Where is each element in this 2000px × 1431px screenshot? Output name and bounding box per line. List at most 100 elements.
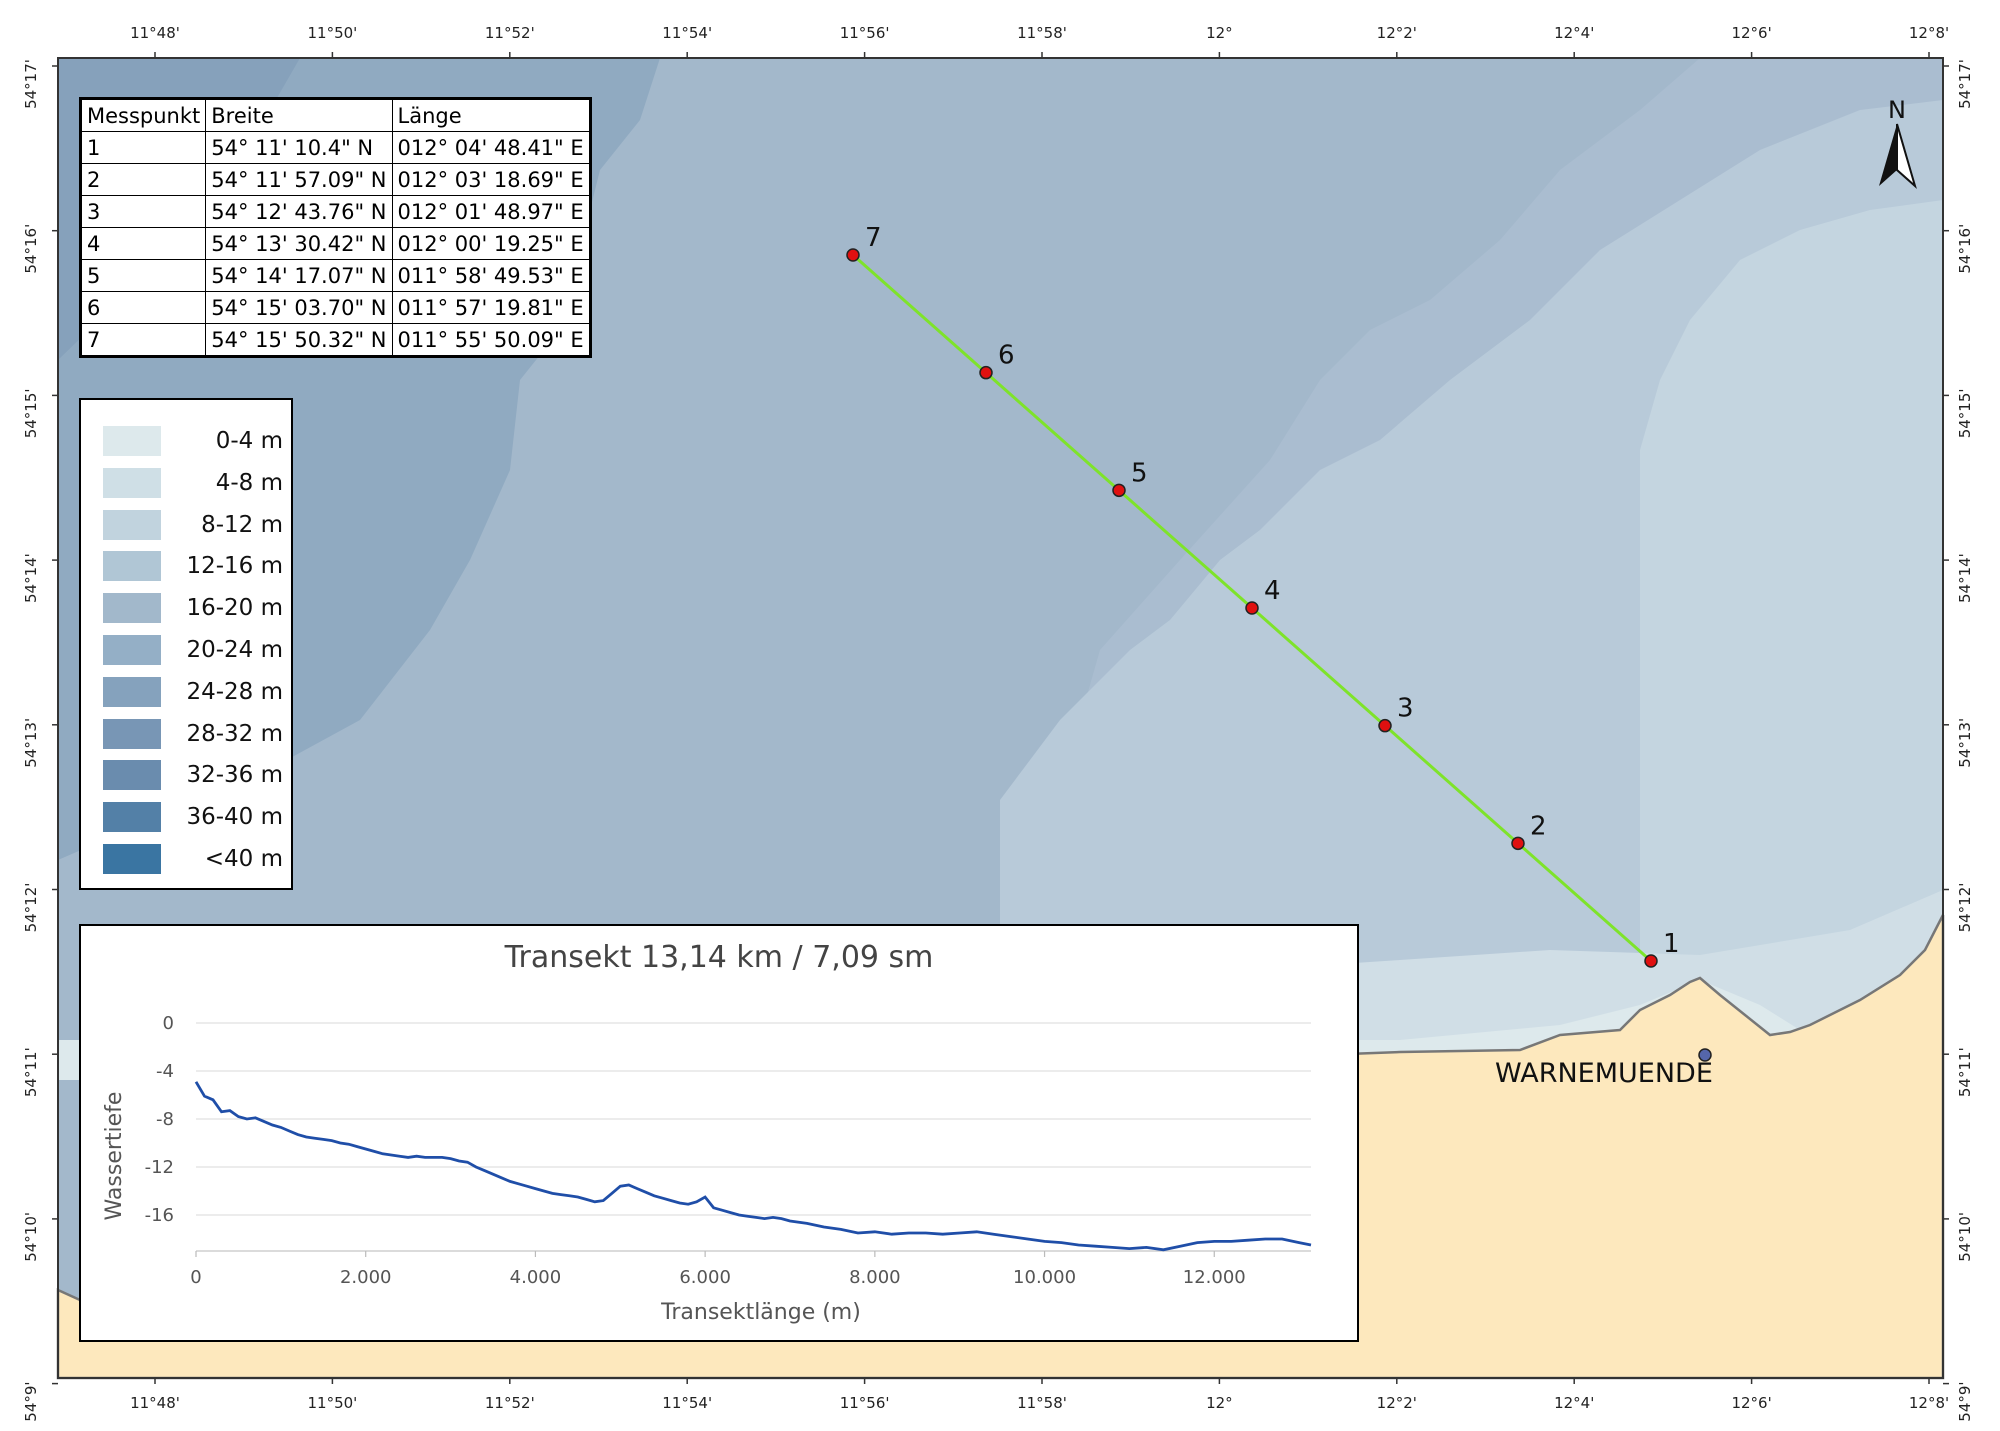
measure-point-marker: [846, 248, 860, 262]
cell-messpunkt: 5: [80, 259, 207, 292]
lon-tick-label: 11°52': [485, 1394, 535, 1412]
lon-tick-label: 11°56': [840, 24, 890, 42]
legend-label: 12-16 m: [186, 553, 283, 580]
place-warnemuende: WARNEMUENDE: [1495, 1048, 1713, 1089]
lon-tick-label: 12°: [1206, 24, 1233, 42]
header-laenge: Länge: [391, 99, 590, 132]
chart-y-tick-label: -12: [145, 1157, 174, 1178]
lon-tick-label: 12°6': [1731, 1394, 1771, 1412]
cell-messpunkt: 6: [80, 291, 207, 324]
place-marker-icon: [1698, 1048, 1712, 1062]
lat-tick-label: 54°15': [1956, 388, 1974, 438]
legend-item: <40 m: [103, 844, 283, 874]
header-breite: Breite: [205, 99, 393, 132]
lat-tick-label: 54°12': [22, 883, 40, 933]
lat-tick-label: 54°17': [22, 59, 40, 109]
lon-tick-label: 11°50': [307, 1394, 357, 1412]
map-border: [57, 57, 1944, 1379]
legend-swatch: [103, 426, 161, 456]
depth-zone-8-12: [1640, 200, 1943, 1010]
legend-item: 28-32 m: [103, 718, 283, 749]
chart-y-axis-title: Wassertiefe: [102, 1092, 127, 1221]
legend-label: 24-28 m: [186, 678, 283, 705]
top-longitude-ticks: 11°48' 11°50' 11°52' 11°54' 11°56' 11°58' 12° 1…: [130, 24, 1949, 58]
cell-laenge: 011° 57' 19.81" E: [391, 291, 590, 324]
lat-tick-label: 54°13': [1956, 718, 1974, 768]
measure-point-label: 6: [998, 341, 1015, 371]
legend-swatch: [103, 676, 161, 707]
lon-tick-label: 12°8': [1909, 24, 1949, 42]
cell-laenge: 011° 58' 49.53" E: [391, 259, 590, 292]
measure-point-label: 1: [1663, 929, 1680, 959]
chart-y-tick-label: -4: [156, 1061, 174, 1082]
table-row: 3 54° 12' 43.76" N 012° 01' 48.97" E: [80, 195, 590, 228]
legend-label: 28-32 m: [186, 720, 283, 747]
legend-swatch: [103, 509, 161, 540]
chart-x-tick-label: 2.000: [340, 1267, 392, 1288]
transect: 1 2 3 4 5 6 7: [846, 223, 1680, 968]
measure-point-marker: [1112, 483, 1126, 498]
lat-tick-label: 54°10': [1956, 1212, 1974, 1262]
header-messpunkt: Messpunkt: [80, 99, 207, 132]
legend-label: 0-4 m: [215, 428, 283, 454]
chart-x-tick-label: 12.000: [1183, 1267, 1246, 1288]
legend-item: 4-8 m: [103, 467, 283, 498]
legend-label: 8-12 m: [201, 511, 283, 538]
cell-breite: 54° 15' 03.70" N: [205, 291, 393, 324]
cell-messpunkt: 7: [80, 323, 207, 356]
table-row: 6 54° 15' 03.70" N 011° 57' 19.81" E: [80, 291, 590, 324]
cell-breite: 54° 11' 10.4" N: [205, 131, 393, 164]
lat-tick-label: 54°10': [22, 1212, 40, 1262]
north-arrow-icon: [1879, 124, 1897, 186]
left-latitude-ticks: 54°17' 54°16' 54°15' 54°14' 54°13' 54°12' 54°1…: [22, 59, 58, 1422]
measure-point-label: 7: [865, 223, 882, 253]
lat-tick-label: 54°12': [1956, 883, 1974, 933]
chart-y-ticks: 0 -4 -8 -12 -16: [145, 1013, 174, 1226]
cell-laenge: 011° 55' 50.09" E: [391, 323, 590, 356]
lon-tick-label: 12°6': [1731, 24, 1771, 42]
legend-swatch: [103, 760, 161, 791]
lat-tick-label: 54°17': [1956, 59, 1974, 109]
cell-breite: 54° 15' 50.32" N: [205, 323, 393, 356]
legend-label: 36-40 m: [186, 804, 283, 831]
table-row: 1 54° 11' 10.4" N 012° 04' 48.41" E: [80, 131, 590, 164]
chart-y-tick-label: 0: [163, 1013, 174, 1034]
legend-label: <40 m: [204, 846, 283, 872]
right-latitude-ticks: 54°17' 54°16' 54°15' 54°14' 54°13' 54°12' 54°1…: [1943, 59, 1974, 1422]
north-arrow-label: N: [1888, 96, 1906, 124]
measure-point-label: 2: [1530, 811, 1547, 841]
cell-messpunkt: 4: [80, 227, 207, 260]
cell-laenge: 012° 01' 48.97" E: [391, 195, 590, 228]
cell-laenge: 012° 04' 48.41" E: [391, 131, 590, 164]
lon-tick-label: 11°52': [485, 24, 535, 42]
lat-tick-label: 54°16': [22, 224, 40, 274]
chart-gridlines: [196, 1022, 1311, 1252]
lon-tick-label: 11°56': [840, 1394, 890, 1412]
lat-tick-label: 54°9': [22, 1381, 40, 1421]
legend-swatch: [103, 802, 161, 833]
cell-breite: 54° 11' 57.09" N: [205, 163, 393, 196]
legend-swatch: [103, 718, 161, 749]
legend-item: 20-24 m: [103, 635, 283, 665]
legend-swatch: [103, 467, 161, 498]
lon-tick-label: 12°8': [1909, 1394, 1949, 1412]
lat-tick-label: 54°14': [22, 553, 40, 603]
lon-tick-label: 11°48': [130, 24, 180, 42]
chart-x-tick-label: 4.000: [510, 1267, 562, 1288]
north-arrow: N: [1879, 96, 1917, 190]
measure-point-marker: [979, 365, 993, 380]
table-row: 4 54° 13' 30.42" N 012° 00' 19.25" E: [80, 227, 590, 260]
lon-tick-label: 12°2': [1377, 1394, 1417, 1412]
table-header-row: Messpunkt Breite Länge: [80, 99, 590, 132]
lat-tick-label: 54°9': [1956, 1381, 1974, 1421]
measure-point-label: 5: [1131, 458, 1148, 488]
measure-point-marker: [1644, 954, 1658, 968]
legend-label: 32-36 m: [186, 762, 283, 789]
lon-tick-label: 12°4': [1554, 1394, 1594, 1412]
chart-x-tick-label: 8.000: [849, 1267, 901, 1288]
place-label: WARNEMUENDE: [1495, 1058, 1713, 1089]
legend-swatch: [103, 844, 161, 874]
measure-point-label: 3: [1397, 694, 1414, 724]
